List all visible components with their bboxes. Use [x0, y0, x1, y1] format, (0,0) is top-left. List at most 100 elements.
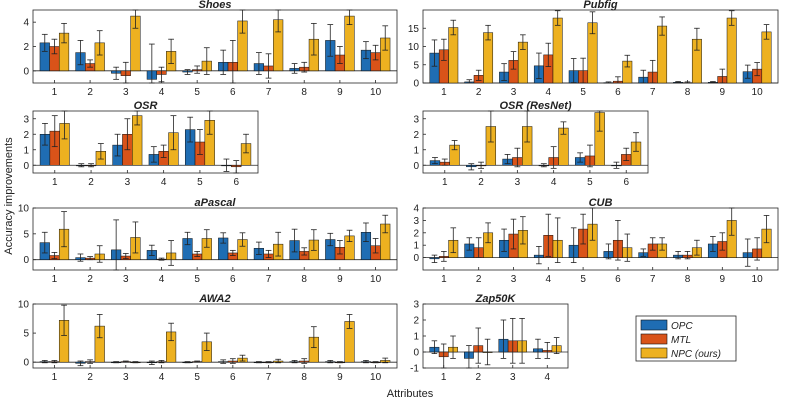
error-bar-opc-shoes-3 — [113, 66, 120, 80]
x-tick-label: 5 — [194, 372, 200, 383]
bar-npc-pubfig-1 — [448, 27, 459, 84]
error-bar-opc-osr-2 — [78, 163, 85, 168]
x-tick-label: 1 — [442, 177, 448, 188]
error-bar-opc-shoes-5 — [184, 69, 191, 75]
error-bar-npc-shoes-2 — [96, 30, 103, 56]
x-tick-label: 6 — [230, 372, 236, 383]
y-tick-label: 2 — [413, 228, 419, 239]
error-bar-opc-cub-10 — [744, 238, 751, 267]
y-tick-label: 0 — [413, 253, 419, 264]
error-bar-npc-cub-2 — [485, 222, 491, 244]
axes-box-apascal — [32, 207, 398, 271]
error-bar-npc-shoes-6 — [239, 9, 246, 34]
error-bar-mtl-awa2-6 — [229, 358, 236, 364]
x-tick-label: 8 — [301, 372, 307, 383]
error-bar-opc-shoes-1 — [41, 33, 48, 52]
error-bar-npc-apascal-10 — [382, 214, 389, 234]
y-tick-label: 1 — [413, 241, 419, 252]
x-tick-label: 3 — [123, 87, 129, 98]
error-bar-npc-shoes-3 — [132, 9, 139, 29]
error-bar-npc-zap50k-1 — [450, 335, 456, 359]
error-bar-opc-shoes-9 — [327, 24, 334, 57]
error-bar-mtl-pubfig-6 — [615, 76, 621, 84]
error-bar-npc-shoes-1 — [61, 22, 67, 44]
x-tick-label: 9 — [337, 372, 343, 383]
y-tick-label: 3 — [413, 114, 419, 125]
error-bar-mtl-pubfig-8 — [684, 81, 691, 84]
error-bar-mtl-apascal-9 — [337, 240, 343, 255]
error-bar-opc-shoes-10 — [363, 41, 369, 60]
error-bar-mtl-osr-resnet-2 — [478, 161, 485, 169]
error-bar-mtl-osr-resnet-4 — [550, 146, 557, 169]
error-bar-mtl-shoes-4 — [158, 66, 165, 83]
y-tick-label: 15 — [408, 24, 420, 35]
panel-pubfig: Pubfig 0 5 10 15 1 2 3 4 5 6 7 8 9 10 — [408, 0, 779, 98]
error-bar-mtl-pubfig-1 — [441, 38, 447, 61]
error-bar-mtl-apascal-5 — [194, 250, 201, 257]
x-tick-label: 5 — [587, 177, 593, 188]
x-axis-label: Attributes — [387, 388, 434, 400]
error-bar-npc-shoes-5 — [203, 47, 210, 75]
x-tick-label: 4 — [546, 87, 552, 98]
error-bar-mtl-pubfig-4 — [545, 42, 552, 67]
x-tick-label: 6 — [615, 87, 621, 98]
error-bar-mtl-apascal-4 — [158, 257, 165, 261]
error-bar-npc-awa2-2 — [96, 314, 103, 339]
x-tick-label: 6 — [233, 177, 239, 188]
x-tick-label: 4 — [545, 372, 551, 383]
x-tick-label: 2 — [476, 274, 482, 285]
error-bar-opc-apascal-1 — [41, 231, 48, 254]
error-bar-opc-apascal-6 — [220, 232, 227, 244]
x-tick-label: 1 — [441, 372, 447, 383]
error-bar-npc-osr-resnet-5 — [596, 110, 603, 132]
error-bar-mtl-awa2-8 — [301, 358, 308, 364]
error-bar-opc-awa2-3 — [113, 361, 120, 364]
x-tick-label: 7 — [266, 274, 272, 285]
error-bar-opc-osr-6 — [223, 158, 230, 172]
error-bar-mtl-zap50k-4 — [544, 341, 551, 359]
error-bar-npc-awa2-3 — [132, 361, 139, 364]
error-bar-npc-osr-resnet-2 — [487, 110, 494, 143]
error-bar-npc-awa2-1 — [61, 304, 67, 336]
error-bar-npc-shoes-4 — [168, 38, 174, 64]
error-bar-opc-apascal-3 — [113, 219, 120, 271]
x-tick-label: 4 — [159, 87, 165, 98]
error-bar-mtl-zap50k-1 — [440, 343, 447, 369]
panel-title-pubfig: Pubfig — [583, 0, 617, 11]
y-tick-label: 0 — [23, 66, 29, 77]
error-bar-opc-osr-5 — [187, 116, 194, 143]
error-bar-mtl-shoes-5 — [194, 65, 201, 74]
y-tick-label: 0 — [23, 255, 29, 266]
y-tick-label: 0 — [23, 358, 29, 369]
error-bar-mtl-zap50k-3 — [509, 317, 516, 364]
error-bar-mtl-shoes-3 — [122, 61, 129, 84]
y-tick-label: 4 — [23, 18, 29, 29]
error-bar-opc-zap50k-4 — [535, 338, 541, 359]
x-tick-label: 2 — [87, 372, 93, 383]
error-bar-npc-cub-9 — [728, 207, 735, 236]
error-bar-opc-apascal-7 — [256, 241, 262, 255]
x-tick-label: 9 — [720, 87, 726, 98]
error-bar-opc-osr-resnet-5 — [577, 152, 584, 163]
error-bar-opc-cub-1 — [431, 254, 438, 263]
error-bar-mtl-shoes-7 — [265, 53, 272, 79]
x-tick-label: 2 — [478, 177, 484, 188]
error-bar-mtl-awa2-2 — [87, 359, 93, 364]
error-bar-opc-awa2-9 — [327, 360, 334, 364]
x-tick-label: 3 — [511, 274, 517, 285]
x-tick-label: 5 — [580, 87, 586, 98]
error-bar-opc-pubfig-5 — [570, 58, 577, 84]
error-bar-opc-cub-8 — [675, 250, 681, 260]
x-tick-label: 10 — [752, 274, 764, 285]
error-bar-mtl-cub-6 — [615, 219, 621, 261]
error-bar-npc-apascal-1 — [61, 211, 67, 248]
error-bar-opc-pubfig-7 — [640, 69, 647, 84]
y-tick-label: 5 — [23, 329, 29, 340]
legend-swatch-npc — [640, 347, 668, 359]
error-bar-opc-pubfig-8 — [675, 81, 681, 84]
error-bar-mtl-cub-5 — [580, 213, 586, 245]
y-tick-label: 0 — [23, 161, 29, 172]
y-tick-label: 2 — [23, 42, 29, 53]
error-bar-opc-osr-resnet-4 — [540, 163, 547, 168]
